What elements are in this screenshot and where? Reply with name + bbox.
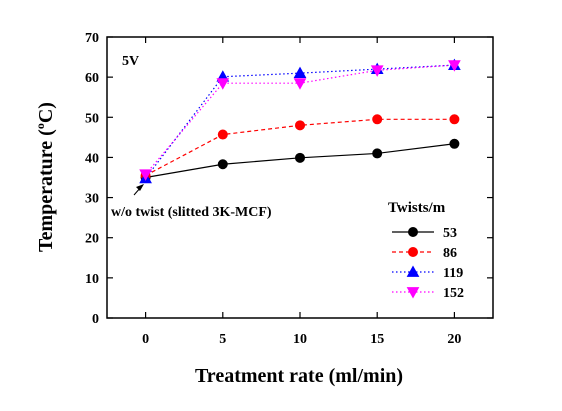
legend-marker-53 (408, 227, 418, 237)
legend-label-119: 119 (443, 266, 463, 281)
y-tick-label: 30 (85, 192, 99, 207)
legend-label-86: 86 (443, 246, 457, 261)
data-point-53 (449, 138, 460, 149)
legend-label-152: 152 (443, 286, 464, 301)
y-axis-label-tail: C) (35, 102, 57, 123)
data-point-152 (448, 60, 461, 72)
legend: Twists/m 53 86 119 152 (388, 200, 464, 301)
y-axis-label-sup: o (33, 123, 47, 129)
data-point-86 (372, 114, 383, 125)
data-point-86 (295, 120, 305, 131)
y-tick-label: 10 (85, 272, 99, 287)
data-point-86 (449, 114, 460, 125)
data-point-119 (293, 66, 307, 79)
y-tick-label: 70 (85, 31, 99, 46)
legend-marker-86 (408, 247, 418, 257)
data-point-152 (216, 78, 230, 90)
series-line-86 (145, 118, 455, 177)
data-point-53 (295, 152, 305, 163)
x-tick-label: 20 (447, 332, 461, 347)
legend-marker-119 (406, 265, 420, 277)
x-tick-label: 10 (293, 332, 307, 347)
data-point-152 (293, 78, 307, 90)
annotation-text: w/o twist (slitted 3K-MCF) (111, 205, 272, 220)
x-tick-label: 15 (370, 332, 384, 347)
x-tick-label: 0 (142, 332, 149, 347)
voltage-label: 5V (122, 54, 139, 69)
data-point-152 (139, 169, 152, 181)
legend-marker-152 (406, 287, 420, 299)
data-point-53 (372, 148, 383, 159)
x-tick-label: 5 (219, 332, 226, 347)
annotation-arrow-head (136, 184, 144, 191)
series-markers (139, 58, 461, 184)
data-point-53 (217, 159, 228, 170)
y-axis-label-main: Temperature ( (35, 129, 57, 252)
y-tick-label: 0 (92, 312, 99, 327)
y-tick-label: 20 (85, 232, 99, 247)
data-point-86 (217, 129, 228, 140)
y-tick-label: 60 (85, 71, 99, 86)
y-tick-label: 50 (85, 111, 99, 126)
data-point-152 (370, 65, 384, 77)
axes: 0 5 10 15 20 0 10 20 30 40 50 60 70 (85, 31, 494, 347)
legend-title: Twists/m (388, 200, 446, 216)
legend-label-53: 53 (443, 226, 457, 241)
y-tick-label: 40 (85, 151, 99, 166)
x-axis-label: Treatment rate (ml/min) (195, 365, 403, 387)
y-axis-label: Temperature (oC) (33, 102, 57, 252)
